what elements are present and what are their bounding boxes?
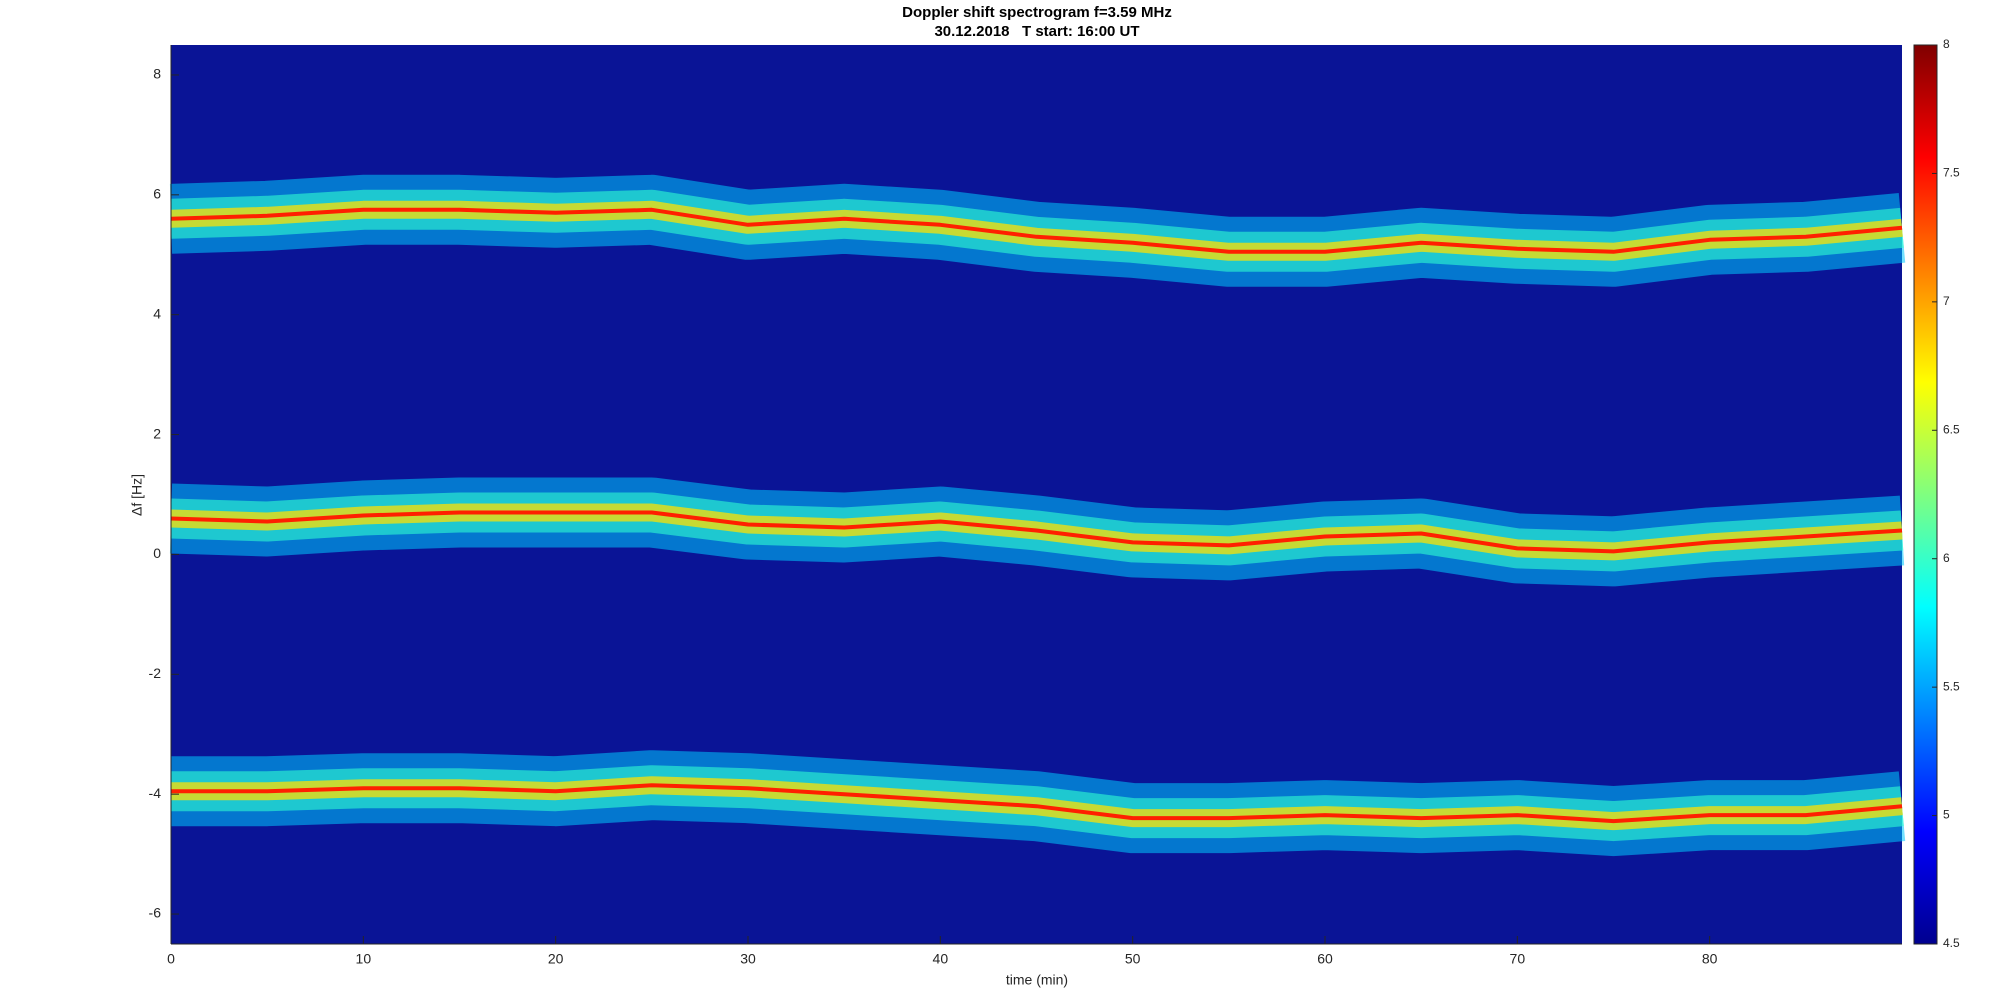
y-tick-label: -4 xyxy=(149,785,162,801)
y-tick-label: -2 xyxy=(149,665,162,681)
colorbar-tick-label: 7.5 xyxy=(1943,166,1960,180)
x-tick-label: 80 xyxy=(1702,951,1718,967)
colorbar-tick-label: 7 xyxy=(1943,294,1950,308)
band-line xyxy=(170,207,1903,254)
y-tick-label: 0 xyxy=(153,545,161,561)
colorbar xyxy=(1913,44,1938,945)
band-line xyxy=(170,510,1903,554)
x-tick-label: 40 xyxy=(933,951,949,967)
colorbar-tick-label: 5.5 xyxy=(1943,679,1960,693)
colorbar-tick-label: 6 xyxy=(1943,551,1950,565)
y-tick-label: 8 xyxy=(153,66,161,82)
colorbar-tick-label: 8 xyxy=(1943,37,1950,51)
band-line xyxy=(171,783,1903,824)
y-tick-label: -6 xyxy=(149,905,162,921)
colorbar-tick-label: 5 xyxy=(1943,808,1950,822)
x-axis-label: time (min) xyxy=(1006,972,1068,988)
x-tick-label: 10 xyxy=(356,951,372,967)
x-tick-label: 30 xyxy=(740,951,756,967)
colorbar-tick-label: 4.5 xyxy=(1943,936,1960,950)
y-tick-label: 4 xyxy=(153,305,161,321)
x-tick-label: 60 xyxy=(1317,951,1333,967)
y-axis-label: Δf [Hz] xyxy=(129,474,145,516)
colorbar-tick-label: 6.5 xyxy=(1943,422,1960,436)
x-tick-label: 70 xyxy=(1510,951,1526,967)
x-tick-label: 20 xyxy=(548,951,564,967)
chart-title: Doppler shift spectrogram f=3.59 MHz xyxy=(902,4,1172,21)
x-tick-label: 0 xyxy=(167,951,175,967)
y-tick-label: 2 xyxy=(153,425,161,441)
y-tick-label: 6 xyxy=(153,186,161,202)
x-tick-label: 50 xyxy=(1125,951,1141,967)
chart-subtitle: 30.12.2018 T start: 16:00 UT xyxy=(934,23,1139,40)
